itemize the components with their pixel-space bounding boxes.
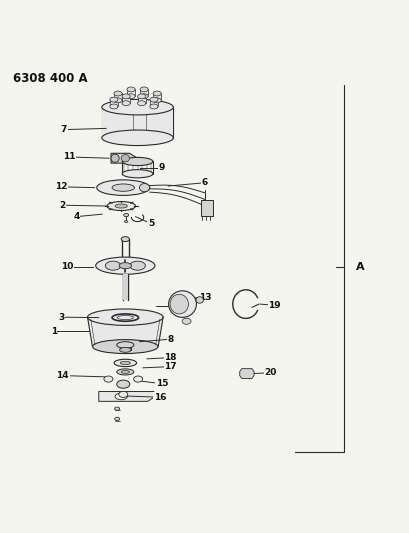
Ellipse shape [153, 98, 161, 103]
Ellipse shape [127, 94, 135, 99]
Bar [127, 90, 135, 96]
Ellipse shape [117, 380, 130, 388]
Text: 1: 1 [51, 327, 57, 336]
Text: 6: 6 [201, 178, 208, 187]
Ellipse shape [101, 130, 173, 146]
Bar [149, 100, 157, 107]
Polygon shape [99, 392, 153, 401]
Bar [114, 93, 122, 100]
Ellipse shape [87, 309, 163, 325]
Polygon shape [87, 317, 163, 346]
Ellipse shape [120, 361, 130, 365]
Polygon shape [239, 369, 254, 378]
Ellipse shape [196, 297, 203, 303]
Ellipse shape [149, 104, 157, 109]
Ellipse shape [95, 257, 155, 274]
Ellipse shape [121, 155, 129, 162]
Ellipse shape [119, 391, 128, 398]
Ellipse shape [103, 376, 112, 382]
Ellipse shape [122, 101, 130, 106]
Ellipse shape [124, 221, 128, 223]
Bar [123, 274, 128, 301]
Ellipse shape [121, 370, 129, 373]
Ellipse shape [153, 91, 161, 96]
Text: 9: 9 [159, 163, 165, 172]
Ellipse shape [124, 213, 128, 216]
Ellipse shape [107, 201, 135, 211]
Ellipse shape [101, 99, 173, 115]
Text: 8: 8 [167, 335, 173, 344]
Ellipse shape [122, 157, 153, 166]
Ellipse shape [122, 169, 153, 178]
Ellipse shape [127, 87, 135, 92]
Ellipse shape [115, 417, 119, 421]
Ellipse shape [130, 261, 145, 270]
Polygon shape [111, 154, 137, 163]
Ellipse shape [168, 291, 196, 317]
Bar [140, 90, 148, 96]
Ellipse shape [115, 204, 127, 208]
Ellipse shape [115, 407, 119, 410]
Bar [110, 100, 118, 107]
Ellipse shape [110, 104, 118, 109]
Ellipse shape [140, 87, 148, 92]
Text: 19: 19 [267, 301, 280, 310]
Ellipse shape [140, 94, 148, 99]
Text: 5: 5 [148, 219, 154, 228]
Ellipse shape [119, 348, 131, 352]
Circle shape [111, 154, 119, 163]
Bar [122, 96, 130, 103]
Ellipse shape [117, 342, 134, 348]
Text: 11: 11 [63, 152, 75, 161]
Text: A: A [355, 262, 364, 271]
Text: 14: 14 [56, 371, 69, 380]
Ellipse shape [114, 359, 136, 367]
Text: 20: 20 [263, 368, 276, 377]
Bar [153, 93, 161, 100]
Text: 13: 13 [198, 293, 211, 302]
Ellipse shape [149, 97, 157, 102]
Polygon shape [101, 107, 173, 138]
Ellipse shape [97, 180, 149, 196]
Text: 16: 16 [153, 393, 166, 402]
Ellipse shape [137, 94, 145, 99]
Ellipse shape [112, 184, 134, 191]
Ellipse shape [182, 318, 191, 324]
Ellipse shape [92, 340, 157, 353]
Ellipse shape [114, 91, 122, 96]
Bar [200, 200, 213, 216]
Text: 2: 2 [59, 201, 65, 209]
Ellipse shape [121, 237, 129, 241]
Ellipse shape [110, 97, 118, 102]
Ellipse shape [114, 98, 122, 103]
Text: 3: 3 [58, 313, 64, 322]
Text: 7: 7 [61, 125, 67, 134]
Ellipse shape [105, 261, 121, 270]
Text: 6308 400 A: 6308 400 A [13, 72, 88, 85]
Text: 17: 17 [164, 362, 176, 371]
Ellipse shape [122, 94, 130, 99]
Ellipse shape [119, 263, 131, 269]
Ellipse shape [137, 101, 145, 106]
Text: 18: 18 [164, 353, 176, 362]
Text: 15: 15 [155, 379, 168, 388]
Text: 4: 4 [73, 212, 79, 221]
Ellipse shape [133, 376, 142, 382]
Ellipse shape [115, 393, 127, 400]
Bar [137, 96, 145, 103]
Text: 10: 10 [61, 262, 73, 271]
Text: 12: 12 [55, 182, 67, 191]
Ellipse shape [139, 183, 149, 192]
Ellipse shape [170, 294, 188, 314]
Ellipse shape [117, 369, 134, 375]
